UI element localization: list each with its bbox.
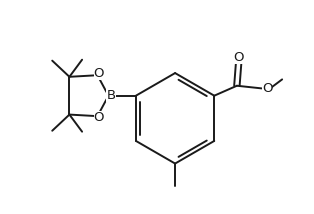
Text: O: O <box>94 67 104 80</box>
Text: B: B <box>106 89 116 102</box>
Text: O: O <box>94 111 104 124</box>
Text: O: O <box>233 51 244 64</box>
Text: O: O <box>262 82 273 95</box>
